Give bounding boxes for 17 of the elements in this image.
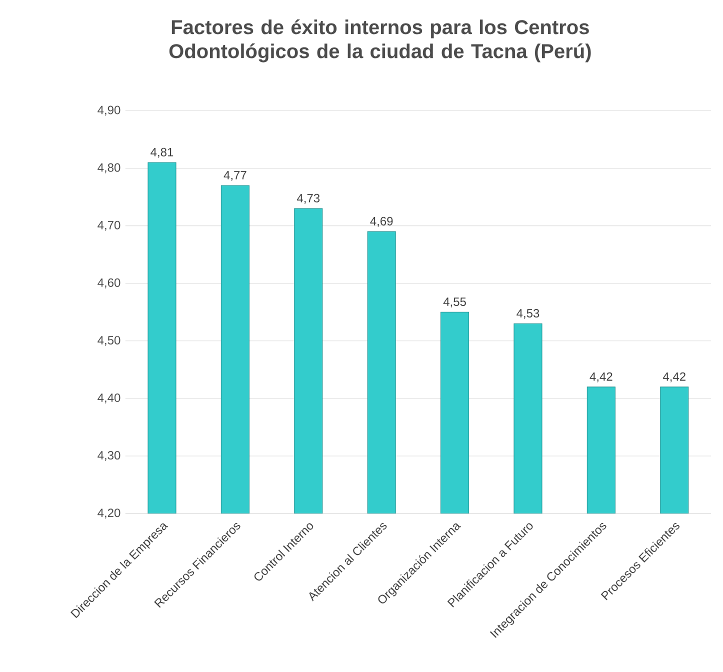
- data-label: 4,73: [296, 194, 320, 204]
- data-label: 4,77: [224, 170, 246, 181]
- y-tick-label: 4,40: [98, 393, 120, 404]
- y-tick-label: 4,20: [98, 508, 120, 518]
- data-label: 4,53: [516, 308, 540, 319]
- data-label: 4,42: [590, 372, 612, 382]
- y-tick-label: 4,60: [98, 278, 120, 288]
- data-label: 4,81: [150, 148, 174, 158]
- y-tick-label: 4,90: [98, 106, 120, 116]
- y-tick-label: 4,50: [98, 336, 120, 346]
- y-tick-label: 4,70: [98, 220, 120, 231]
- y-tick-label: 4,80: [98, 163, 120, 174]
- data-label: 4,69: [370, 216, 393, 227]
- chart-title: Factores de éxito internos para los Centros Odontológicos de la ciudad de Tacna (Perú): [169, 19, 591, 62]
- y-tick-label: 4,30: [98, 450, 120, 461]
- data-label: 4,55: [443, 297, 466, 308]
- data-label: 4,42: [662, 372, 686, 382]
